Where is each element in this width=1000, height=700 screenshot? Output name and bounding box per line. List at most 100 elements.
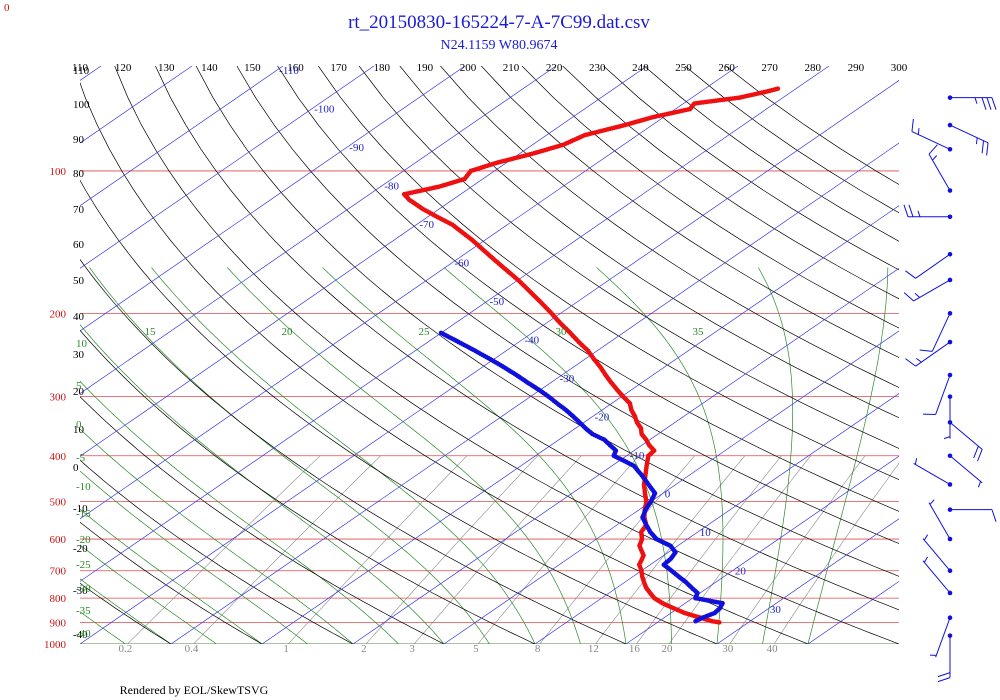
dry-adiabat-label: -10 — [73, 503, 88, 515]
top-tick-label: 160 — [287, 62, 304, 74]
isotherm-label: -100 — [314, 104, 335, 116]
mixing-ratio-line — [477, 455, 640, 644]
moist-adiabat-label: -35 — [76, 605, 91, 617]
mixing-ratio-label: 12 — [588, 643, 599, 655]
top-tick-label: 290 — [848, 62, 865, 74]
dry-adiabat-label: 50 — [73, 275, 85, 287]
isotherm-line — [625, 455, 899, 644]
wind-barb — [947, 453, 983, 488]
moist-adiabat-label: -30 — [76, 583, 91, 595]
wind-barb — [919, 311, 953, 352]
isotherm-label: 10 — [700, 527, 712, 539]
top-tick-label: 190 — [417, 62, 434, 74]
moist-adiabat-line — [80, 324, 445, 644]
moist-adiabat-top-label: 15 — [145, 326, 157, 338]
moist-adiabat-line — [151, 267, 536, 644]
wind-barb — [928, 144, 953, 193]
dry-adiabat-label: 100 — [73, 99, 90, 111]
isotherm-label: -30 — [560, 373, 575, 385]
dry-adiabat-label: -30 — [73, 585, 88, 597]
dry-adiabat-line — [318, 66, 899, 481]
dry-adiabat-label: 90 — [73, 134, 85, 146]
pressure-tick-label: 1000 — [44, 639, 67, 651]
isotherm-line — [534, 393, 899, 644]
moist-adiabat-line — [227, 267, 581, 644]
mixing-ratio-line — [729, 455, 866, 644]
moist-adiabat-line — [80, 428, 354, 644]
moist-adiabat-line — [80, 470, 308, 644]
moist-adiabat-top-label: 35 — [693, 326, 705, 338]
mixing-ratio-line — [287, 455, 468, 644]
isotherm-label: 20 — [735, 566, 747, 578]
dry-adiabat-line — [80, 329, 536, 644]
isotherm-line — [80, 80, 899, 644]
isotherm-label: 0 — [665, 489, 671, 501]
moist-adiabat-line — [80, 611, 126, 644]
pressure-tick-label: 300 — [50, 392, 67, 404]
isotherm-line — [80, 66, 830, 582]
isotherm-label: -110 — [279, 65, 299, 77]
isotherm-line — [80, 66, 466, 332]
moist-adiabat-line — [596, 267, 724, 644]
dry-adiabat-line — [80, 582, 172, 644]
isotherm-line — [80, 66, 557, 394]
sounding-point — [438, 330, 444, 336]
dry-adiabat-label: 30 — [73, 349, 85, 361]
wind-barb — [937, 633, 953, 683]
mixing-ratio-line — [365, 455, 538, 644]
wind-barb — [947, 95, 997, 110]
wind-barb — [922, 372, 953, 415]
dry-adiabat-line — [80, 81, 809, 644]
moist-adiabat-line — [80, 578, 172, 644]
isotherm-line — [352, 267, 899, 644]
mixing-ratio-label: 40 — [767, 643, 779, 655]
wind-barb — [913, 458, 953, 487]
top-tick-label: 280 — [805, 62, 822, 74]
mixing-ratio-line — [539, 455, 695, 644]
top-tick-label: 130 — [158, 62, 175, 74]
isotherm-label: 30 — [770, 604, 782, 616]
isotherm-label: -60 — [454, 258, 469, 270]
mixing-ratio-label: 2 — [361, 643, 367, 655]
moist-adiabat-top-label: 30 — [556, 326, 568, 338]
moist-adiabat-label: 10 — [76, 338, 88, 350]
top-tick-label: 240 — [632, 62, 649, 74]
mixing-ratio-lines — [127, 455, 899, 644]
dry-adiabat-line — [80, 459, 354, 644]
top-tick-label: 300 — [891, 62, 908, 74]
mixing-ratio-label: 0.4 — [185, 643, 199, 655]
isotherm-line — [716, 518, 899, 644]
pressure-tick-label: 200 — [50, 308, 67, 320]
dry-adiabat-line — [358, 66, 899, 449]
top-tick-label: 150 — [244, 62, 261, 74]
mixing-ratio-label: 0.2 — [119, 643, 133, 655]
isotherm-label: -50 — [489, 296, 504, 308]
dry-adiabat-line — [399, 66, 899, 419]
isotherm-label: -80 — [384, 181, 399, 193]
pressure-tick-label: 600 — [50, 534, 67, 546]
dry-adiabat-line — [80, 179, 718, 644]
dry-adiabat-line — [277, 66, 899, 512]
pressure-tick-label: 700 — [50, 566, 67, 578]
dry-adiabat-label: 60 — [73, 239, 85, 251]
dry-adiabat-lines — [80, 66, 899, 644]
moist-adiabat-line — [80, 544, 217, 644]
dry-adiabat-label: -20 — [73, 543, 88, 555]
wind-barb — [903, 204, 953, 220]
top-tick-label: 250 — [675, 62, 692, 74]
mixing-ratio-label: 3 — [409, 643, 415, 655]
pressure-tick-label: 100 — [50, 166, 67, 178]
moist-adiabat-label: -40 — [76, 628, 91, 640]
temperature-trace — [401, 86, 781, 625]
moist-adiabat-line — [80, 508, 263, 644]
wind-barb — [947, 507, 997, 522]
mixing-ratio-label: 8 — [535, 643, 541, 655]
dry-adiabat-line — [80, 521, 263, 644]
dry-adiabat-label: 0 — [73, 462, 79, 474]
isotherm-label: -20 — [595, 412, 610, 424]
chart-subtitle: N24.1159 W80.9674 — [440, 38, 557, 53]
dry-adiabat-label: 80 — [73, 168, 85, 180]
chart-title: rt_20150830-165224-7-A-7C99.dat.csv — [348, 12, 650, 33]
